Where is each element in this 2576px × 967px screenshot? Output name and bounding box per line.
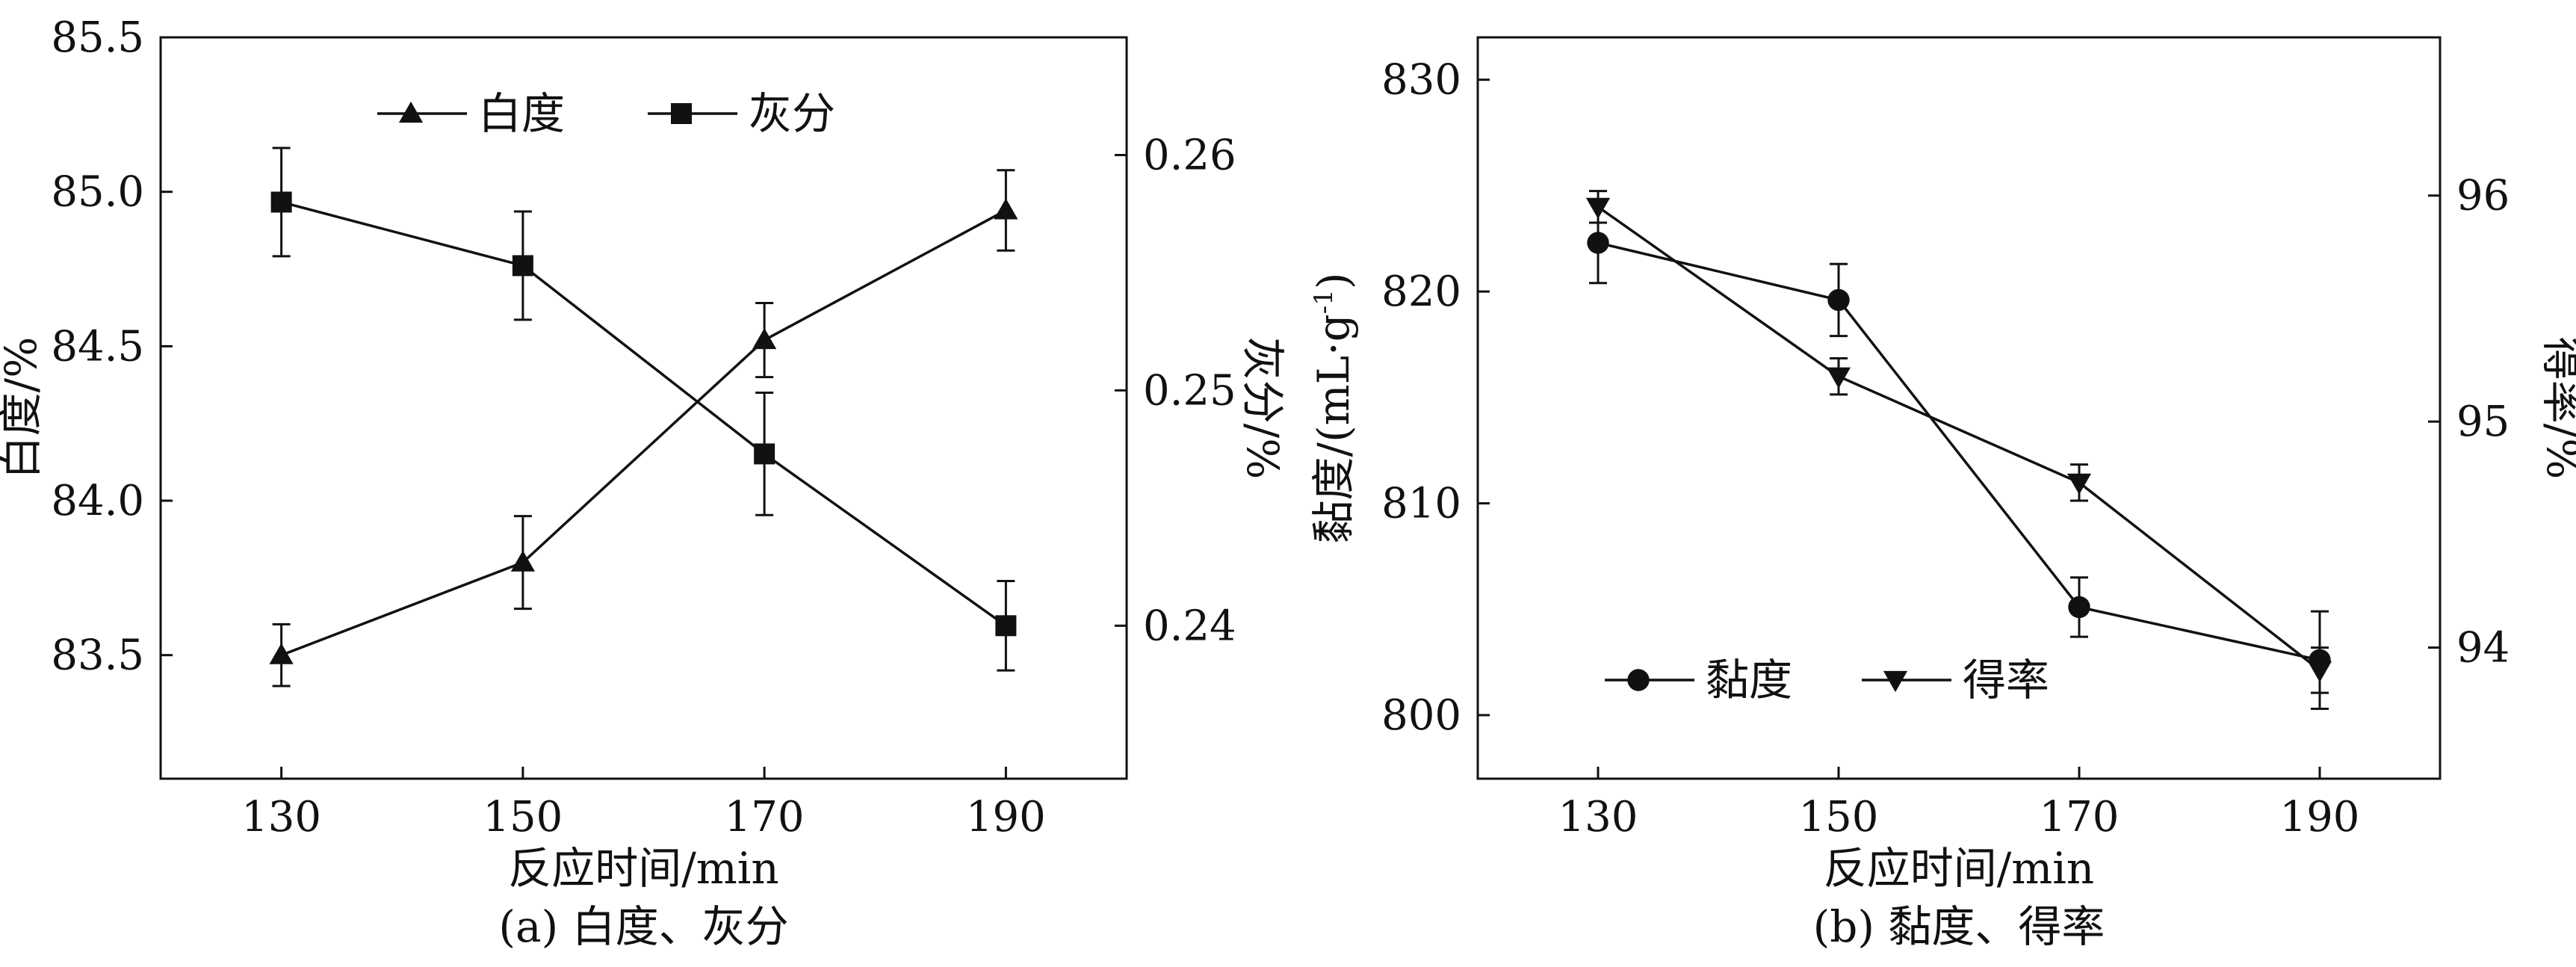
y-tick-label: 84.5 [51,322,144,371]
data-point-白度 [269,643,294,664]
chart-whiteness-ash: 130 150 170 190 83.5 84.0 84.5 85.0 85.5 0.24 0.25… [0,13,1288,952]
y2-tick-label: 0.25 [1143,366,1236,415]
y2-tick-label: 94 [2456,624,2510,673]
y2-tick-label: 0.24 [1143,602,1236,650]
legend-marker [1883,670,1908,693]
data-point-黏度 [1827,288,1850,312]
data-point-灰分 [995,615,1017,637]
data-point-得率 [1585,197,1611,219]
chart-caption: (a) 白度、灰分 [498,901,788,952]
y2-tick-label: 0.26 [1143,131,1236,179]
series-line-得率 [1597,206,2321,672]
x-tick-label: 130 [241,793,321,841]
x-tick-label: 170 [725,793,805,841]
y2-tick-label: 96 [2456,172,2510,220]
y-axis-label-tail: ) [1308,272,1359,289]
y-axis-label-text: 黏度/(mL·g [1308,314,1359,543]
legend-label: 得率 [1963,655,2049,705]
x-tick-label: 150 [1799,793,1879,841]
y2-tick-label: 95 [2456,398,2510,446]
y-tick-label: 800 [1381,691,1461,740]
x-tick-label: 130 [1558,793,1638,841]
legend-marker [398,101,424,123]
y-axis-label: 黏度/(mL·g-1) [1308,272,1359,543]
data-point-白度 [994,198,1018,220]
data-point-黏度 [1587,232,1609,254]
y-axis-label-text: 白度/% [0,337,46,480]
data-point-灰分 [754,443,775,465]
data-point-得率 [1826,367,1851,389]
y-tick-label: 85.0 [51,168,144,217]
y-tick-label: 83.5 [51,631,144,680]
legend-label: 灰分 [749,88,835,139]
x-tick-label: 150 [483,793,563,841]
data-point-灰分 [270,191,292,213]
legend-label: 白度 [478,88,565,139]
legend-marker [671,103,692,124]
x-axis-label: 反应时间/min [508,843,778,894]
y-tick-label: 810 [1381,480,1461,528]
plot-frame [159,36,1128,780]
series-line-白度 [280,208,1007,657]
data-point-灰分 [512,255,533,276]
x-tick-label: 170 [2040,793,2120,841]
data-point-得率 [2307,661,2332,682]
chart-viscosity-yield: 130 150 170 190 800 810 820 830 94 95 96 反应时间/min 黏度… [1308,36,2576,952]
y2-axis-label: 灰分/% [1237,337,1288,480]
y-tick-label: 85.5 [51,13,144,62]
y-tick-label: 830 [1381,56,1461,105]
data-point-白度 [752,327,777,350]
y-tick-label: 84.0 [51,477,144,525]
data-point-白度 [510,550,535,572]
legend-marker [1627,669,1650,691]
x-tick-label: 190 [2280,793,2360,841]
y2-axis-label: 得率/% [2537,337,2576,480]
data-point-得率 [2066,473,2092,495]
y-axis-label-superscript: -1 [1309,289,1339,314]
legend-label: 黏度 [1706,655,1792,705]
plot-frame [1476,36,2442,780]
series-line-灰分 [281,200,1007,627]
y-axis-label: 白度/% [0,337,46,480]
series-line-黏度 [1597,241,2320,661]
data-point-黏度 [2068,596,2090,619]
y-tick-label: 820 [1381,268,1461,316]
x-axis-label: 反应时间/min [1824,843,2094,894]
chart-caption: (b) 黏度、得率 [1813,901,2105,952]
x-tick-label: 190 [966,793,1046,841]
